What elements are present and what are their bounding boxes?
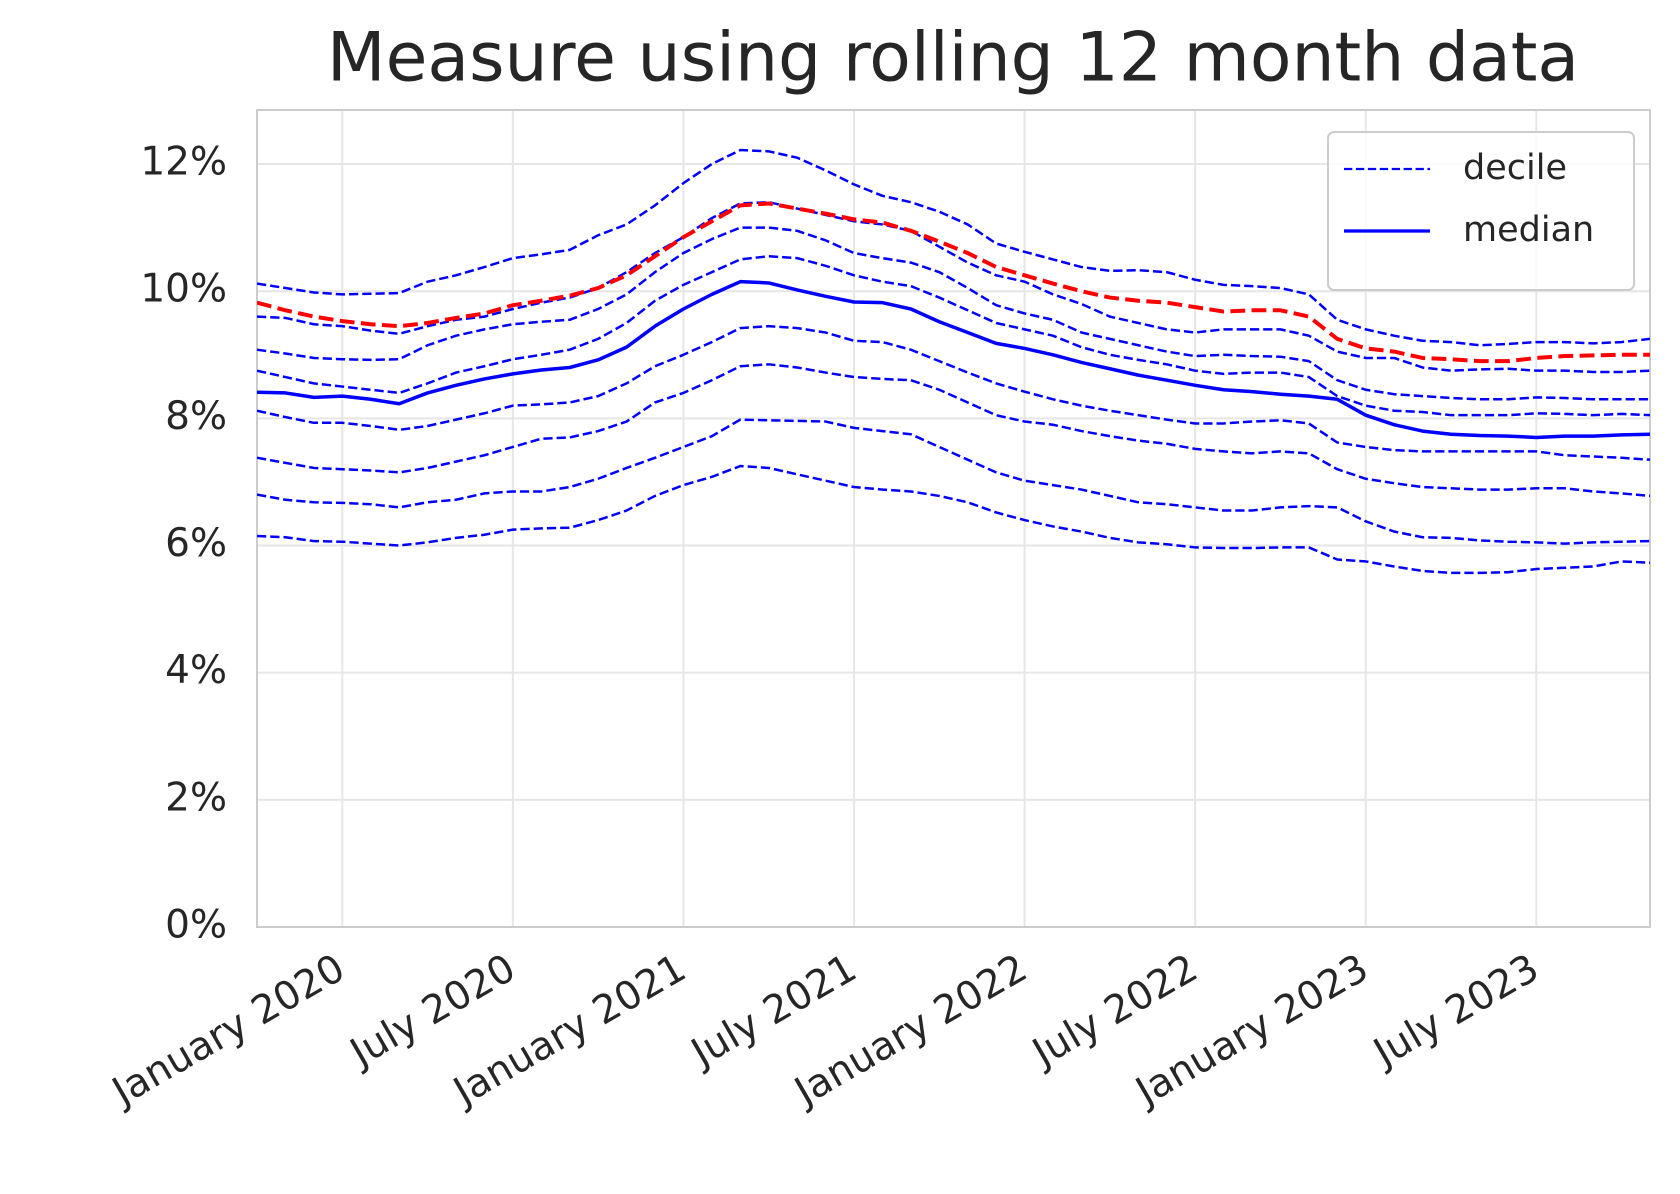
legend-label: median [1463,210,1594,250]
y-tick-label: 4% [165,648,227,693]
series-line [257,363,1650,498]
series-line [257,464,1650,575]
series-line [257,200,1650,374]
series-line [257,279,1650,440]
series-line [257,148,1650,347]
grid [257,110,1650,928]
y-tick-label: 12% [140,140,227,185]
legend-box [1327,131,1635,291]
y-tick-label: 8% [165,394,227,439]
legend: decile median [1327,131,1635,291]
y-tick-label: 10% [140,267,227,312]
legend-label: decile [1463,148,1567,188]
y-tick-label: 0% [165,903,227,948]
series-line [257,226,1650,401]
series-line [257,418,1650,545]
x-tick-label: July 2023 [1364,946,1547,1077]
x-tick-label: January 2020 [103,946,353,1116]
series-line [257,254,1650,417]
series-line [257,201,1650,364]
y-tick-label: 6% [165,521,227,566]
chart-title: Measure using rolling 12 month data [327,19,1579,98]
y-tick-label: 2% [165,775,227,820]
series-line [257,324,1650,461]
plot-frame [256,109,1651,928]
